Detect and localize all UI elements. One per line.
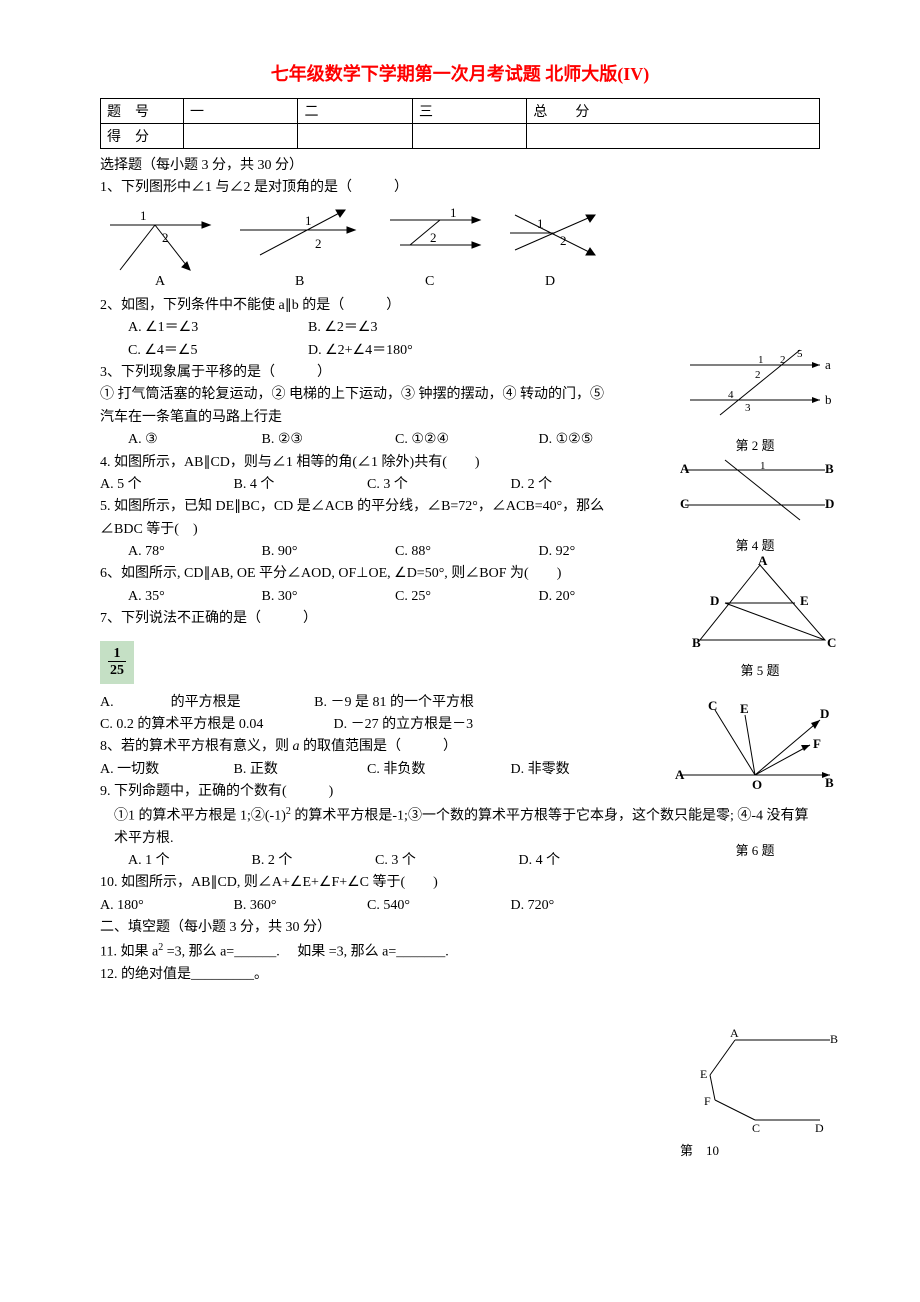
fraction-icon: 1 25 (100, 641, 134, 684)
svg-text:b: b (825, 392, 832, 407)
section2-header: 二、填空题（每小题 3 分，共 30 分） (100, 917, 820, 939)
svg-text:C: C (708, 698, 717, 713)
cell: 总 分 (527, 99, 820, 124)
question-10: 10. 如图所示，AB∥CD, 则∠A+∠E+∠F+∠C 等于( ) (100, 872, 820, 894)
question-1: 1、下列图形中∠1 与∠2 是对顶角的是（ ） (100, 177, 820, 199)
svg-text:C: C (425, 274, 434, 289)
svg-text:C: C (752, 1121, 760, 1135)
svg-text:2: 2 (430, 230, 437, 245)
cell: 二 (298, 99, 412, 124)
section-header: 选择题（每小题 3 分，共 30 分） (100, 155, 820, 177)
svg-text:B: B (830, 1032, 838, 1046)
q2-figure: a b 5 1 2 2 4 3 第 2 题 (670, 345, 840, 454)
svg-text:D: D (710, 593, 719, 608)
q5-figure: A D E B C 第 5 题 (680, 555, 840, 679)
svg-text:1: 1 (758, 354, 764, 366)
table-row: 题 号 一 二 三 总 分 (101, 99, 820, 124)
q10-figure: A B E F C D 第 10 (680, 1025, 840, 1159)
question-5: 5. 如图所示，已知 DE∥BC，CD 是∠ACB 的平分线，∠B=72°，∠A… (100, 496, 620, 541)
svg-text:2: 2 (780, 354, 786, 366)
cell: 题 号 (101, 99, 184, 124)
table-row: 得 分 (101, 124, 820, 149)
q1-diagram: 1 2 A 1 2 B 1 2 C 1 (100, 200, 620, 290)
q6-figure: C E D F A O B 第 6 题 (670, 695, 840, 859)
q2-choices: A. ∠1＝∠3B. ∠2＝∠3 (100, 317, 820, 339)
svg-text:4: 4 (728, 389, 734, 401)
svg-text:B: B (825, 461, 834, 476)
cell (298, 124, 412, 149)
cell: 一 (184, 99, 298, 124)
cell: 得 分 (101, 124, 184, 149)
cell (527, 124, 820, 149)
cell (184, 124, 298, 149)
page-title: 七年级数学下学期第一次月考试题 北师大版(IV) (100, 60, 820, 86)
svg-text:B: B (295, 274, 304, 289)
svg-text:B: B (692, 635, 701, 650)
svg-text:E: E (700, 1067, 707, 1081)
svg-text:2: 2 (315, 236, 322, 251)
svg-text:D: D (545, 274, 555, 289)
svg-text:A: A (680, 461, 690, 476)
svg-text:C: C (827, 635, 836, 650)
svg-text:D: D (825, 496, 834, 511)
svg-text:F: F (704, 1094, 711, 1108)
q1-figures: 1 2 A 1 2 B 1 2 C 1 (100, 200, 820, 295)
svg-text:1: 1 (305, 213, 312, 228)
q3-body: ① 打气筒活塞的轮复运动，② 电梯的上下运动，③ 钟摆的摆动，④ 转动的门，⑤ … (100, 384, 620, 429)
svg-text:2: 2 (162, 230, 169, 245)
q4-figure: A B C D 1 第 4 题 (670, 455, 840, 554)
svg-text:2: 2 (560, 233, 567, 248)
svg-text:O: O (752, 777, 762, 792)
svg-text:A: A (155, 274, 166, 289)
svg-text:D: D (820, 706, 829, 721)
cell (412, 124, 526, 149)
score-table: 题 号 一 二 三 总 分 得 分 (100, 98, 820, 149)
svg-text:3: 3 (745, 402, 751, 414)
svg-text:C: C (680, 496, 689, 511)
svg-text:1: 1 (450, 205, 457, 220)
svg-text:5: 5 (797, 348, 803, 360)
svg-text:2: 2 (755, 369, 761, 381)
svg-text:1: 1 (537, 216, 544, 231)
cell: 三 (412, 99, 526, 124)
question-2: 2、如图，下列条件中不能使 a∥b 的是（ ） (100, 295, 820, 317)
svg-text:E: E (800, 593, 809, 608)
q10-choices: A. 180° B. 360° C. 540° D. 720° (100, 895, 820, 917)
svg-text:D: D (815, 1121, 824, 1135)
svg-text:A: A (675, 767, 685, 782)
svg-text:1: 1 (140, 208, 147, 223)
svg-text:A: A (730, 1026, 739, 1040)
svg-text:1: 1 (760, 460, 766, 472)
question-12: 12. 的绝对值是_________。 (100, 964, 820, 986)
svg-text:a: a (825, 357, 831, 372)
svg-text:B: B (825, 775, 834, 790)
question-11: 11. 如果 a2 =3, 那么 a=______. 如果 =3, 那么 a=_… (100, 940, 820, 964)
svg-text:A: A (758, 555, 768, 568)
svg-text:E: E (740, 701, 749, 716)
svg-text:F: F (813, 736, 821, 751)
